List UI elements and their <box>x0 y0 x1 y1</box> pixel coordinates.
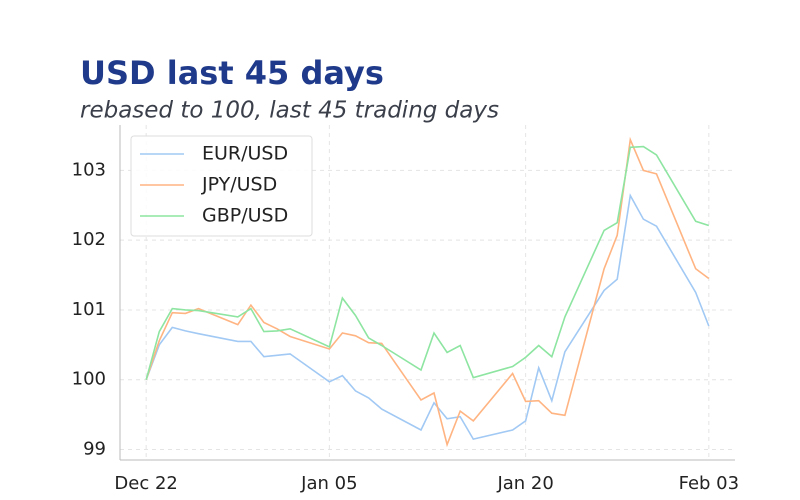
line-series <box>145 145 710 380</box>
legend-label: EUR/USD <box>202 143 288 165</box>
y-tick-label: 102 <box>72 229 106 250</box>
y-tick-label: 99 <box>83 439 106 460</box>
y-tick-label: 100 <box>72 369 106 390</box>
x-tick-label: Dec 22 <box>114 473 177 494</box>
line-series <box>145 136 710 448</box>
y-tick-label: 101 <box>72 299 106 320</box>
plot-area <box>120 125 735 460</box>
line-series <box>145 193 710 441</box>
chart-subtitle: rebased to 100, last 45 trading days <box>80 98 499 124</box>
legend-box <box>130 135 313 237</box>
x-tick-label: Jan 20 <box>496 473 553 494</box>
legend: EUR/USD JPY/USD GBP/USD <box>130 135 313 237</box>
legend-label: GBP/USD <box>202 205 288 227</box>
chart-title: USD last 45 days <box>80 54 384 92</box>
x-tick-label: Jan 05 <box>300 473 357 494</box>
x-tick-label: Feb 03 <box>679 473 740 494</box>
y-tick-label: 103 <box>72 159 106 180</box>
legend-label: JPY/USD <box>201 174 277 196</box>
